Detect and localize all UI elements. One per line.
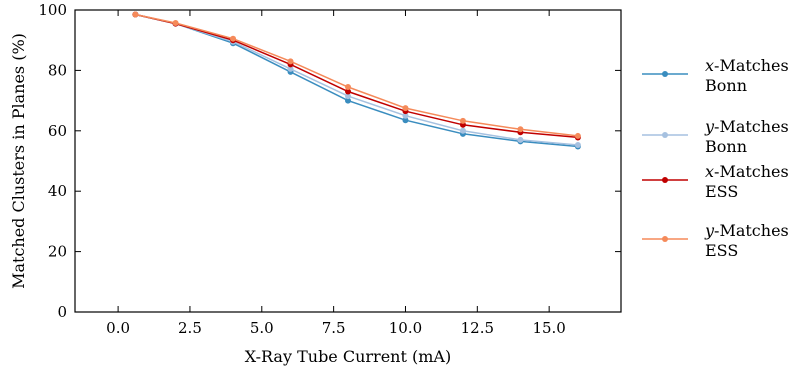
data-point <box>287 65 294 72</box>
y-tick-label: 80 <box>48 61 67 79</box>
data-point <box>287 58 294 65</box>
legend-label-rest: -Matches <box>714 117 789 136</box>
legend-label-variable: x <box>705 56 714 75</box>
y-tick-label: 0 <box>57 303 67 321</box>
legend-label-line2: Bonn <box>705 76 747 95</box>
data-point <box>172 19 179 26</box>
data-point <box>459 117 466 124</box>
data-point <box>345 84 351 91</box>
data-point <box>402 105 409 112</box>
y-tick-label: 40 <box>48 182 67 200</box>
x-tick-label: 5.0 <box>250 319 274 337</box>
legend-marker <box>662 132 668 138</box>
legend-label-rest: -Matches <box>714 162 789 181</box>
y-tick-label: 60 <box>48 122 67 140</box>
data-point <box>345 93 351 100</box>
legend-label-line2: ESS <box>705 241 738 260</box>
series-line <box>135 13 578 146</box>
legend-label: x-Matches <box>705 56 789 75</box>
ticks-layer: 0.0 2.5 5.0 7.5 10.0 12.5 15.0 0 20 40 60 80 100 <box>38 1 621 337</box>
legend-label-rest: -Matches <box>714 56 789 75</box>
data-point <box>132 11 139 18</box>
legend-marker <box>662 71 668 77</box>
data-point <box>517 126 524 133</box>
data-point <box>574 132 581 139</box>
legend: x-MatchesBonny-MatchesBonnx-MatchesESSy-… <box>642 56 789 260</box>
y-tick-label: 20 <box>48 243 67 261</box>
legend-label: x-Matches <box>705 162 789 181</box>
series-layer <box>132 11 581 150</box>
legend-label-variable: x <box>705 162 714 181</box>
legend-label-variable: y <box>704 117 715 136</box>
x-tick-label: 2.5 <box>178 319 202 337</box>
data-point <box>230 35 237 42</box>
legend-label-line2: ESS <box>705 182 738 201</box>
data-point <box>402 117 409 124</box>
x-axis-title: X-Ray Tube Current (mA) <box>245 347 451 366</box>
legend-label-rest: -Matches <box>714 221 789 240</box>
series-line <box>135 13 578 148</box>
x-tick-label: 12.5 <box>461 319 494 337</box>
data-point <box>574 141 581 148</box>
data-point <box>402 112 409 119</box>
x-tick-label: 7.5 <box>322 319 346 337</box>
y-tick-label: 100 <box>38 1 67 19</box>
legend-label: y-Matches <box>704 221 789 240</box>
x-tick-label: 0.0 <box>106 319 130 337</box>
data-point <box>459 127 466 134</box>
x-tick-label: 15.0 <box>532 319 565 337</box>
y-axis-title: Matched Clusters in Planes (%) <box>9 33 28 289</box>
data-point <box>345 97 351 104</box>
data-point <box>517 136 524 143</box>
legend-marker <box>662 177 668 183</box>
plot-frame <box>74 9 622 313</box>
legend-marker <box>662 236 668 242</box>
legend-label-line2: Bonn <box>705 137 747 156</box>
data-point <box>345 88 351 95</box>
plot-area: 0.0 2.5 5.0 7.5 10.0 12.5 15.0 0 20 40 60 80 100 <box>38 1 622 337</box>
x-tick-label: 10.0 <box>389 319 422 337</box>
legend-label: y-Matches <box>704 117 789 136</box>
legend-label-variable: y <box>704 221 715 240</box>
